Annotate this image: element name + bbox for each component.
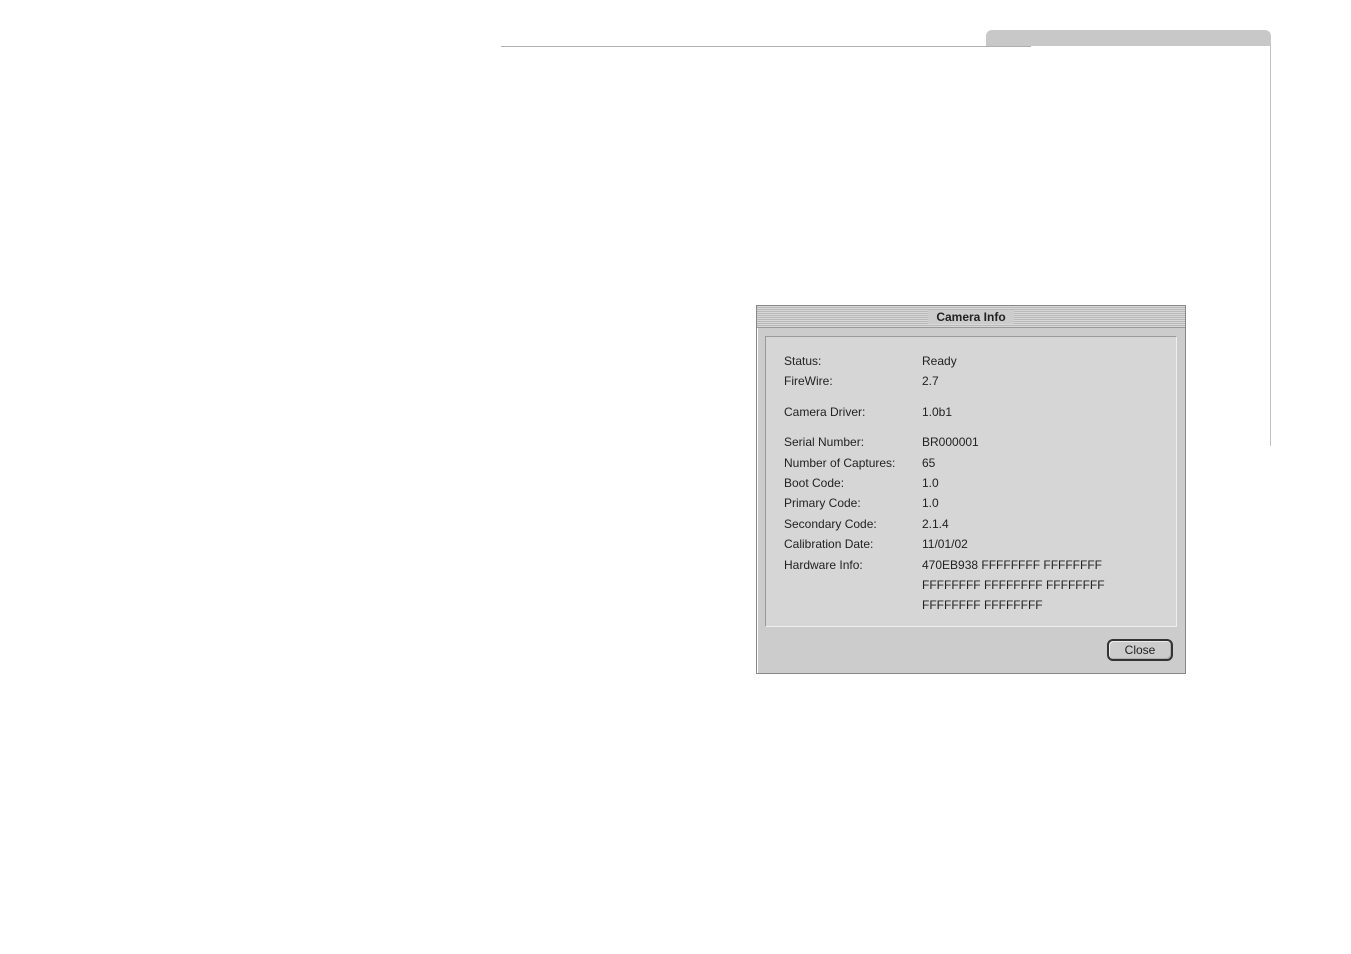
- calibration-date-label: Calibration Date:: [784, 534, 922, 554]
- secondary-code-label: Secondary Code:: [784, 514, 922, 534]
- firewire-label: FireWire:: [784, 371, 922, 391]
- info-row-boot-code: Boot Code: 1.0: [784, 473, 1158, 493]
- page-header-decoration: [741, 30, 1271, 78]
- hardware-info-value: 470EB938 FFFFFFFF FFFFFFFF FFFFFFFF FFFF…: [922, 555, 1158, 616]
- header-tab-shape: [986, 30, 1271, 46]
- status-value: Ready: [922, 351, 1158, 371]
- camera-driver-label: Camera Driver:: [784, 402, 922, 422]
- info-row-camera-driver: Camera Driver: 1.0b1: [784, 402, 1158, 422]
- calibration-date-value: 11/01/02: [922, 534, 1158, 554]
- boot-code-label: Boot Code:: [784, 473, 922, 493]
- info-row-firewire: FireWire: 2.7: [784, 371, 1158, 391]
- info-row-status: Status: Ready: [784, 351, 1158, 371]
- dialog-titlebar[interactable]: Camera Info: [757, 306, 1185, 328]
- dialog-title: Camera Info: [928, 310, 1013, 324]
- info-row-num-captures: Number of Captures: 65: [784, 453, 1158, 473]
- num-captures-value: 65: [922, 453, 1158, 473]
- primary-code-value: 1.0: [922, 493, 1158, 513]
- firewire-value: 2.7: [922, 371, 1158, 391]
- dialog-footer: Close: [757, 635, 1185, 673]
- header-side-rule: [1270, 46, 1271, 446]
- serial-number-value: BR000001: [922, 432, 1158, 452]
- primary-code-label: Primary Code:: [784, 493, 922, 513]
- dialog-body: Status: Ready FireWire: 2.7 Camera Drive…: [765, 336, 1177, 627]
- info-row-serial-number: Serial Number: BR000001: [784, 432, 1158, 452]
- info-row-hardware-info: Hardware Info: 470EB938 FFFFFFFF FFFFFFF…: [784, 555, 1158, 616]
- info-row-primary-code: Primary Code: 1.0: [784, 493, 1158, 513]
- info-row-secondary-code: Secondary Code: 2.1.4: [784, 514, 1158, 534]
- status-label: Status:: [784, 351, 922, 371]
- camera-info-dialog: Camera Info Status: Ready FireWire: 2.7 …: [756, 305, 1186, 674]
- close-button[interactable]: Close: [1107, 639, 1173, 661]
- header-rule: [501, 46, 1031, 47]
- hardware-info-label: Hardware Info:: [784, 555, 922, 616]
- serial-number-label: Serial Number:: [784, 432, 922, 452]
- boot-code-value: 1.0: [922, 473, 1158, 493]
- info-row-calibration-date: Calibration Date: 11/01/02: [784, 534, 1158, 554]
- camera-driver-value: 1.0b1: [922, 402, 1158, 422]
- num-captures-label: Number of Captures:: [784, 453, 922, 473]
- secondary-code-value: 2.1.4: [922, 514, 1158, 534]
